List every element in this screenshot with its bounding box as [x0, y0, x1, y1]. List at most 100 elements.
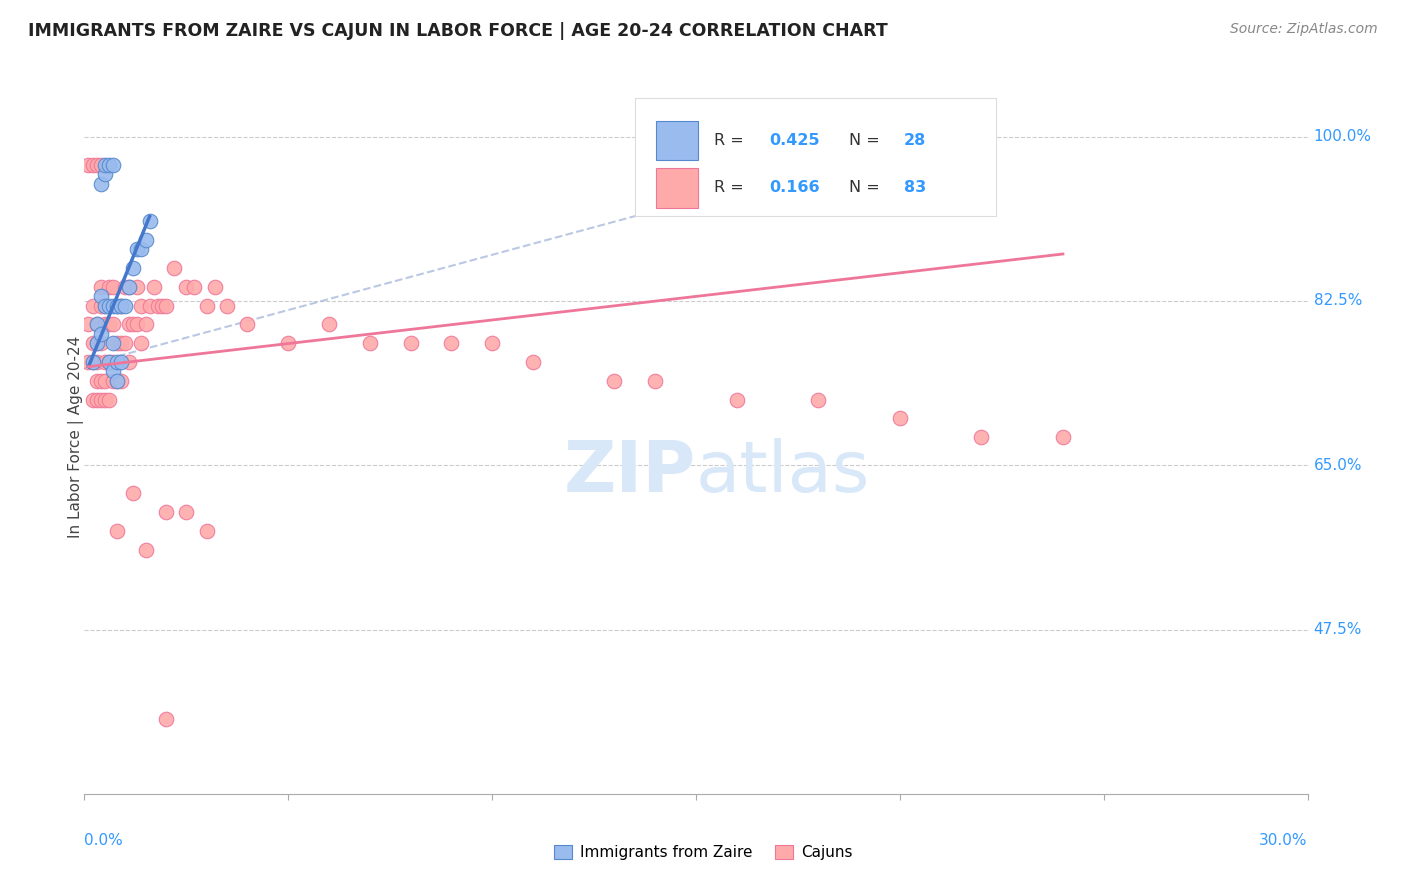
Point — [155, 299, 177, 313]
Point — [1052, 430, 1074, 444]
Point — [122, 318, 145, 332]
Point — [481, 336, 503, 351]
Point — [127, 318, 149, 332]
Point — [101, 374, 124, 388]
Point — [110, 374, 132, 388]
Text: IMMIGRANTS FROM ZAIRE VS CAJUN IN LABOR FORCE | AGE 20-24 CORRELATION CHART: IMMIGRANTS FROM ZAIRE VS CAJUN IN LABOR … — [28, 22, 887, 40]
Point — [82, 392, 104, 407]
Point — [97, 355, 120, 369]
Point — [97, 355, 120, 369]
Point — [118, 355, 141, 369]
Point — [155, 505, 177, 519]
Point — [122, 261, 145, 276]
Point — [105, 374, 128, 388]
Text: 0.0%: 0.0% — [84, 833, 124, 848]
Point — [101, 355, 124, 369]
Point — [150, 299, 173, 313]
Point — [90, 392, 112, 407]
Point — [522, 355, 544, 369]
Point — [118, 280, 141, 294]
Point — [603, 374, 626, 388]
Point — [131, 336, 153, 351]
Point — [77, 318, 100, 332]
Text: 100.0%: 100.0% — [1313, 129, 1372, 145]
Point — [93, 158, 115, 172]
Point — [86, 318, 108, 332]
Point — [889, 411, 911, 425]
Point — [90, 336, 112, 351]
Point — [174, 505, 197, 519]
Point — [97, 392, 120, 407]
Point — [93, 392, 115, 407]
Text: R =: R = — [714, 180, 749, 195]
Point — [110, 336, 132, 351]
Point — [807, 392, 830, 407]
Text: 0.166: 0.166 — [769, 180, 820, 195]
Point — [101, 299, 124, 313]
Point — [644, 374, 666, 388]
Point — [86, 158, 108, 172]
Point — [93, 299, 115, 313]
Text: atlas: atlas — [696, 438, 870, 508]
Point — [142, 280, 165, 294]
Text: 82.5%: 82.5% — [1313, 293, 1362, 309]
Point — [131, 242, 153, 256]
Point — [118, 318, 141, 332]
Point — [82, 299, 104, 313]
Point — [236, 318, 259, 332]
Point — [127, 242, 149, 256]
Point — [105, 374, 128, 388]
Point — [90, 158, 112, 172]
Point — [82, 355, 104, 369]
Text: Source: ZipAtlas.com: Source: ZipAtlas.com — [1230, 22, 1378, 37]
Text: R =: R = — [714, 133, 749, 148]
Point — [105, 524, 128, 538]
Point — [90, 280, 112, 294]
Point — [93, 299, 115, 313]
Text: N =: N = — [849, 180, 884, 195]
Point — [105, 336, 128, 351]
Point — [93, 167, 115, 181]
Point — [174, 280, 197, 294]
Point — [440, 336, 463, 351]
Point — [97, 299, 120, 313]
Point — [138, 214, 160, 228]
Text: ZIP: ZIP — [564, 438, 696, 508]
Point — [105, 355, 128, 369]
Point — [122, 486, 145, 500]
Text: 0.425: 0.425 — [769, 133, 820, 148]
Point — [155, 712, 177, 726]
Point — [82, 336, 104, 351]
Text: 83: 83 — [904, 180, 927, 195]
Point — [127, 280, 149, 294]
Point — [204, 280, 226, 294]
Text: N =: N = — [849, 133, 884, 148]
Point — [146, 299, 169, 313]
Point — [105, 299, 128, 313]
Point — [101, 364, 124, 378]
Point — [86, 374, 108, 388]
Point — [93, 374, 115, 388]
Point — [86, 355, 108, 369]
Text: 30.0%: 30.0% — [1260, 833, 1308, 848]
Point — [97, 158, 120, 172]
Point — [135, 233, 157, 247]
Point — [90, 289, 112, 303]
Point — [101, 280, 124, 294]
Point — [110, 299, 132, 313]
Point — [97, 280, 120, 294]
Point — [163, 261, 186, 276]
Point — [82, 355, 104, 369]
Point — [101, 318, 124, 332]
Point — [195, 299, 218, 313]
Y-axis label: In Labor Force | Age 20-24: In Labor Force | Age 20-24 — [67, 336, 84, 538]
Text: 47.5%: 47.5% — [1313, 622, 1362, 637]
Point — [118, 280, 141, 294]
Point — [93, 318, 115, 332]
Legend: Immigrants from Zaire, Cajuns: Immigrants from Zaire, Cajuns — [547, 839, 859, 866]
Point — [131, 299, 153, 313]
Text: 65.0%: 65.0% — [1313, 458, 1362, 473]
Point — [135, 542, 157, 557]
Point — [138, 299, 160, 313]
Point — [105, 299, 128, 313]
